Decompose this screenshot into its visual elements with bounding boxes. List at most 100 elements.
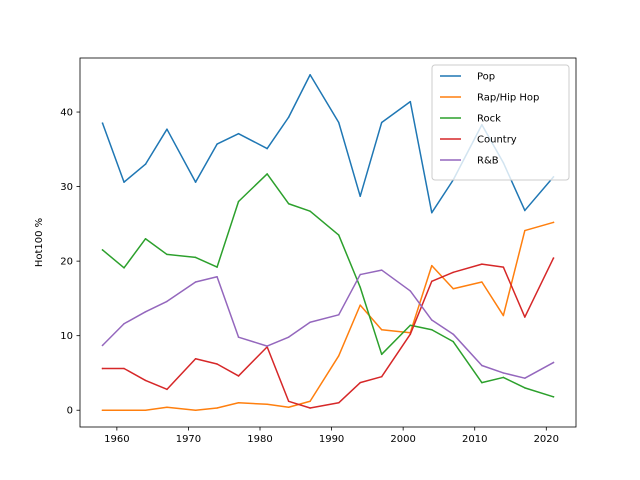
data-point-rock <box>123 267 125 269</box>
data-point-rock <box>452 340 454 343</box>
data-point-rap-hip-hop <box>452 287 454 290</box>
data-point-rap-hip-hop <box>237 402 240 404</box>
data-point-pop <box>123 181 125 183</box>
data-point-country <box>409 333 412 335</box>
x-tick-label: 1960 <box>104 434 129 445</box>
data-point-r-b <box>481 364 483 367</box>
data-point-country <box>452 271 454 274</box>
data-point-r-b <box>359 273 361 276</box>
y-axis-label: Hot100 % <box>34 218 45 267</box>
data-point-r-b <box>380 269 383 271</box>
y-tick-label: 0 <box>67 406 73 417</box>
data-point-rock <box>409 324 412 326</box>
data-point-r-b <box>144 311 147 313</box>
data-point-rap-hip-hop <box>144 409 147 411</box>
data-point-rock <box>144 238 147 240</box>
data-point-pop <box>216 143 218 145</box>
data-point-country <box>287 400 290 403</box>
plot-frame <box>79 57 577 428</box>
data-point-rock <box>380 353 383 356</box>
data-point-pop <box>524 209 526 212</box>
y-axis: 0 10 20 30 40 <box>60 108 80 417</box>
data-point-r-b <box>237 336 240 338</box>
data-point-rock <box>287 202 290 205</box>
data-point-rap-hip-hop <box>502 314 505 317</box>
data-point-pop <box>337 121 340 124</box>
data-point-rap-hip-hop <box>552 221 555 224</box>
data-point-pop <box>309 74 311 76</box>
legend-label-r-b: R&B <box>477 156 499 167</box>
legend-box <box>431 64 570 181</box>
data-point-country <box>101 367 104 370</box>
data-point-rap-hip-hop <box>216 407 218 409</box>
data-point-rock <box>481 381 483 384</box>
data-point-r-b <box>123 323 125 325</box>
data-point-pop <box>266 147 268 150</box>
data-point-country <box>144 379 147 382</box>
data-point-r-b <box>166 300 168 303</box>
legend-label-rap-hip-hop: Rap/Hip Hop <box>477 93 539 104</box>
data-point-country <box>123 367 125 370</box>
y-tick-label: 30 <box>60 182 73 193</box>
data-point-pop <box>144 163 147 165</box>
data-point-country <box>194 358 197 360</box>
data-point-r-b <box>524 377 526 379</box>
x-tick-label: 2020 <box>534 434 559 445</box>
legend-label-rock: Rock <box>477 114 501 125</box>
data-point-r-b <box>337 314 340 316</box>
data-point-rap-hip-hop <box>266 403 268 406</box>
data-point-rap-hip-hop <box>194 409 197 411</box>
x-tick-label: 2000 <box>390 434 415 445</box>
data-point-rap-hip-hop <box>309 400 311 403</box>
legend-label-country: Country <box>477 135 517 146</box>
data-point-r-b <box>452 333 454 335</box>
data-point-rock <box>237 200 240 203</box>
data-point-rap-hip-hop <box>481 281 483 283</box>
data-point-country <box>502 266 505 268</box>
data-point-r-b <box>101 344 104 347</box>
data-point-rock <box>502 376 505 379</box>
data-point-country <box>380 375 383 378</box>
y-tick-label: 20 <box>60 257 73 268</box>
data-point-rap-hip-hop <box>337 355 340 357</box>
data-point-country <box>524 316 526 318</box>
x-tick-label: 2010 <box>462 434 487 445</box>
data-point-rock <box>524 387 526 389</box>
data-point-country <box>309 407 311 409</box>
x-tick-label: 1980 <box>247 434 272 445</box>
data-point-r-b <box>409 290 412 292</box>
data-point-rap-hip-hop <box>287 406 290 408</box>
data-point-pop <box>101 122 104 124</box>
data-point-country <box>431 280 433 283</box>
data-point-rock <box>216 266 218 268</box>
x-tick-label: 1970 <box>176 434 201 445</box>
data-point-rock <box>266 173 268 175</box>
data-point-r-b <box>216 276 218 278</box>
data-point-rap-hip-hop <box>431 264 433 267</box>
data-point-rock <box>309 210 311 212</box>
data-point-country <box>237 375 240 377</box>
series-lines <box>101 74 555 411</box>
data-point-rock <box>101 249 104 251</box>
legend: Pop Rap/Hip Hop Rock Country R&B <box>431 64 570 181</box>
data-point-r-b <box>266 345 268 347</box>
data-point-r-b <box>194 281 197 283</box>
data-point-pop <box>237 132 240 135</box>
data-point-pop <box>287 116 290 119</box>
data-point-rap-hip-hop <box>380 328 383 331</box>
data-point-country <box>552 257 555 259</box>
data-point-pop <box>166 128 168 130</box>
data-point-rock <box>166 253 168 256</box>
data-point-pop <box>194 181 197 183</box>
data-point-r-b <box>431 319 433 321</box>
data-point-pop <box>359 195 361 198</box>
x-tick-label: 1990 <box>319 434 344 445</box>
data-point-rap-hip-hop <box>524 229 526 232</box>
data-point-rap-hip-hop <box>101 409 104 411</box>
data-point-r-b <box>502 372 505 374</box>
data-point-rock <box>552 396 555 398</box>
data-point-country <box>481 263 483 265</box>
data-point-pop <box>409 100 412 103</box>
data-point-rap-hip-hop <box>123 409 125 411</box>
